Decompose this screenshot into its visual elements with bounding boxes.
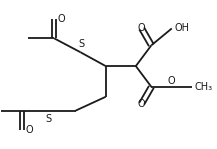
Text: CH₃: CH₃ — [195, 82, 213, 92]
Text: O: O — [26, 125, 33, 135]
Text: OH: OH — [174, 23, 189, 33]
Text: O: O — [58, 14, 66, 24]
Text: O: O — [168, 76, 176, 86]
Text: S: S — [78, 39, 85, 49]
Text: O: O — [138, 99, 145, 109]
Text: S: S — [45, 114, 51, 124]
Text: O: O — [138, 23, 145, 33]
